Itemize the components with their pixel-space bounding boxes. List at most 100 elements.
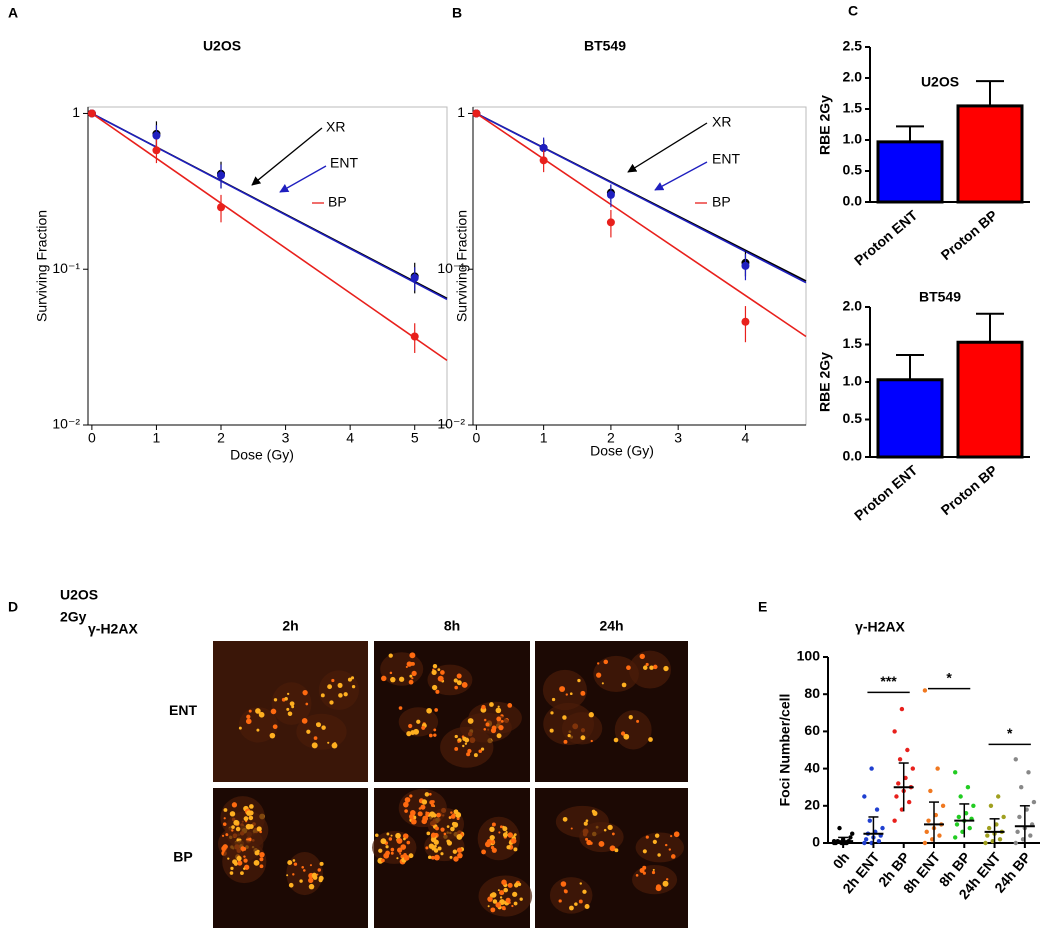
focus	[293, 862, 298, 866]
data-point	[892, 818, 897, 823]
focus	[299, 879, 303, 883]
focus	[614, 848, 619, 853]
focus	[420, 804, 426, 810]
focus	[378, 848, 383, 853]
data-point	[741, 317, 750, 326]
x-tick-label: 0	[88, 430, 96, 446]
focus	[501, 879, 507, 886]
focus	[302, 869, 306, 872]
focus	[603, 659, 609, 665]
focus	[311, 742, 318, 749]
focus	[248, 824, 254, 829]
data-point	[905, 747, 910, 753]
data-point	[922, 688, 928, 693]
data-point	[862, 840, 867, 846]
focus	[431, 684, 438, 691]
focus	[231, 829, 234, 832]
focus	[579, 882, 583, 885]
data-point	[958, 794, 963, 799]
focus	[229, 871, 234, 875]
focus	[406, 661, 413, 667]
focus	[403, 854, 410, 861]
focus	[404, 797, 411, 803]
focus	[316, 722, 320, 727]
focus	[484, 841, 491, 848]
data-point	[892, 729, 897, 734]
focus	[237, 860, 243, 866]
focus	[500, 719, 504, 723]
column-label: 24h	[599, 618, 623, 634]
focus	[416, 719, 421, 724]
focus	[489, 834, 495, 841]
x-tick-label: Proton BP	[938, 462, 1001, 518]
focus	[403, 837, 406, 841]
focus	[649, 665, 654, 670]
focus	[449, 855, 453, 859]
focus	[507, 702, 513, 708]
focus	[621, 682, 627, 688]
focus	[569, 905, 574, 911]
focus	[428, 792, 432, 796]
focus	[668, 848, 672, 851]
focus	[456, 834, 463, 840]
nucleus	[628, 650, 672, 689]
focus	[495, 707, 502, 714]
focus	[665, 878, 669, 881]
data-point	[606, 190, 615, 199]
focus	[513, 834, 516, 837]
focus	[409, 815, 414, 820]
chart-title: BT549	[584, 38, 626, 54]
focus	[651, 870, 656, 875]
y-tick-label: 1.0	[843, 131, 863, 147]
focus	[429, 800, 434, 805]
focus	[273, 698, 278, 702]
focus	[580, 690, 586, 696]
focus	[588, 712, 594, 718]
focus	[426, 707, 432, 714]
y-tick-label: 80	[804, 685, 820, 701]
panel-label: A	[8, 5, 18, 21]
focus	[406, 731, 412, 737]
legend-arrow	[279, 165, 327, 193]
y-tick-label: 10⁻²	[52, 416, 80, 432]
x-tick-label: Proton ENT	[851, 462, 921, 524]
focus	[653, 664, 658, 670]
nucleus	[296, 713, 347, 750]
x-tick-label: 2	[217, 430, 225, 446]
y-tick-label: 1	[72, 104, 80, 120]
focus	[601, 682, 604, 685]
focus	[386, 832, 390, 836]
bar	[876, 378, 944, 459]
focus	[385, 845, 389, 849]
focus	[490, 907, 496, 913]
x-tick-label: 0	[472, 430, 480, 446]
focus	[288, 882, 294, 888]
data-point	[848, 835, 853, 840]
y-tick-label: 10⁻¹	[437, 260, 465, 276]
data-point	[862, 794, 867, 799]
focus	[450, 811, 453, 814]
focus	[410, 730, 416, 735]
data-point	[937, 833, 942, 838]
focus	[418, 807, 422, 810]
focus	[246, 810, 252, 816]
focus	[249, 804, 254, 809]
focus	[286, 874, 289, 877]
focus	[350, 676, 355, 680]
data-point	[996, 794, 1001, 799]
focus	[248, 815, 254, 821]
focus	[642, 865, 647, 870]
focus	[466, 752, 471, 757]
nucleus	[561, 712, 603, 745]
focus	[480, 747, 485, 751]
focus	[498, 725, 504, 731]
focus	[559, 686, 566, 693]
focus	[569, 692, 573, 696]
legend-label: ENT	[712, 151, 740, 167]
focus	[428, 843, 435, 849]
legend-label: BP	[712, 194, 731, 210]
focus	[381, 675, 387, 682]
focus	[611, 832, 615, 836]
data-point	[1019, 785, 1024, 790]
